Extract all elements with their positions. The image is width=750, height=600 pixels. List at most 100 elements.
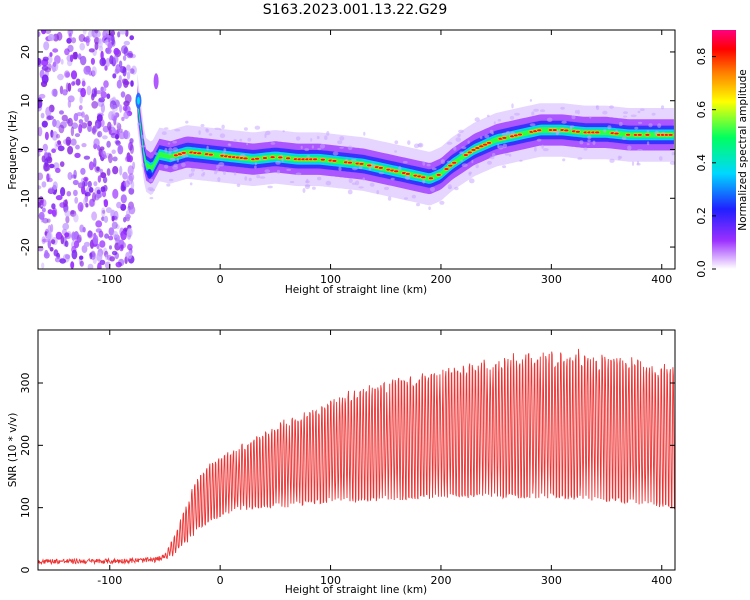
spectrogram-noise-blob [38,152,41,157]
spectrogram-speckle [657,123,662,128]
spectrogram-peak [378,166,383,169]
spectrogram-noise-blob [122,171,128,180]
spectrogram-noise-blob [46,55,53,64]
spectrogram-speckle [378,172,385,175]
spectrogram-speckle [486,114,490,118]
spectrogram-noise-blob [116,122,122,131]
spectrogram-noise-blob [131,65,137,75]
spectrogram-speckle [295,172,302,176]
spectrogram-noise-blob [78,34,86,42]
spectrogram-noise-blob [42,217,49,224]
spectrogram-speckle [338,166,342,172]
snr-series-line [38,348,675,566]
spectrogram-noise-blob [112,55,119,64]
spectrogram-speckle [368,165,372,171]
spectrogram-peak [270,156,275,159]
spectrogram-peak [467,151,472,154]
spectrogram-speckle [511,103,514,109]
spectrogram-speckle [172,165,179,170]
spectrogram-noise-blob [111,215,118,220]
spectrogram-noise-blob [95,90,102,95]
spectrogram-speckle [514,112,520,116]
colorbar: 0.0 0.2 0.4 0.6 0.8 Normalized spectral ampl… [695,30,749,278]
spectrogram-noise-blob [122,66,127,77]
spectrogram-noise-blob [92,125,97,135]
spectrogram-speckle [227,143,231,146]
spectrogram-noise-blob [108,153,113,164]
spectrogram-noise-blob [70,70,78,80]
spectrogram-speckle [623,115,628,118]
colorbar-tick-label: 0.6 [695,101,708,119]
spectrogram-noise-blob [107,41,113,49]
spectrogram-speckle [579,140,584,145]
spectrogram-speckle [264,133,267,138]
spectrogram-y-tick-label: 0 [19,146,32,153]
spectrogram-noise-blob [87,180,92,188]
spectrogram-noise-blob [81,245,88,253]
spectrogram-noise-blob [80,55,87,66]
spectrogram-speckle [137,122,140,126]
colorbar-tick-label: 0.0 [695,260,708,278]
spectrogram-noise-blob [73,189,78,197]
snr-y-label: SNR (10 * v/v) [7,413,19,488]
spectrogram-noise-blob [126,52,134,59]
spectrogram-noise-blob [83,176,89,182]
spectrogram-speckle [141,134,145,139]
spectrogram-speckle [202,171,206,176]
spectrogram-speckle [200,124,205,127]
spectrogram-noise-blob [44,131,49,141]
spectrogram-noise-blob [102,176,108,184]
spectrogram-noise-blob [113,47,120,56]
spectrogram-noise-blob [79,95,83,104]
spectrogram-peak [625,133,631,136]
spectrogram-noise-blob [42,238,49,243]
spectrogram-noise-blob [92,234,99,245]
spectrogram-speckle [431,167,437,171]
spectrogram-noise-blob [41,120,48,128]
spectrogram-noise-blob [38,57,42,66]
spectrogram-noise-blob [64,48,70,56]
spectrogram-peak [347,161,353,164]
spectrogram-speckle [562,158,566,162]
spectrogram-noise-blob [65,215,70,224]
spectrogram-speckle [587,135,592,139]
spectrogram-speckle [191,172,195,176]
spectrogram-speckle [439,200,445,205]
spectrogram-speckle [502,143,508,149]
spectrogram-noise-blob [87,120,93,127]
spectrogram-y-tick-label: -10 [19,189,32,207]
spectrogram-noise-blob [116,201,122,209]
spectrogram-speckle [592,140,596,145]
spectrogram-speckle [190,168,195,172]
spectrogram-speckle [218,162,225,167]
spectrogram-speckle [286,168,292,171]
spectrogram-speckle [546,117,553,123]
spectrogram-speckle [617,155,621,161]
spectrogram-speckle [390,177,395,181]
spectrogram-speckle [168,151,172,156]
spectrogram-noise-blob [80,167,86,175]
spectrogram-speckle [630,114,637,118]
spectrogram-noise-blob [119,244,124,252]
spectrogram-speckle [302,188,306,193]
spectrogram-speckle [446,141,453,145]
spectrogram-noise-blob [115,140,121,146]
spectrogram-noise-blob [71,249,78,260]
spectrogram-speckle [306,178,309,184]
spectrogram-noise-blob [103,80,109,88]
spectrogram-noise-blob [123,78,129,89]
spectrogram-speckle [453,146,457,151]
spectrogram-speckle [422,161,426,166]
spectrogram-speckle [363,131,366,136]
spectrogram-noise-blob [52,33,60,42]
snr-x-tick-label: 200 [430,574,451,587]
spectrogram-noise-blob [129,68,135,74]
spectrogram-speckle [671,151,675,156]
spectrogram-noise-blob [96,189,101,195]
spectrogram-noise-blob [112,231,119,238]
spectrogram-speckle [639,108,645,111]
snr-x-tick-label: -100 [97,574,122,587]
spectrogram-peak [668,133,673,136]
spectrogram-speckle [560,106,565,110]
